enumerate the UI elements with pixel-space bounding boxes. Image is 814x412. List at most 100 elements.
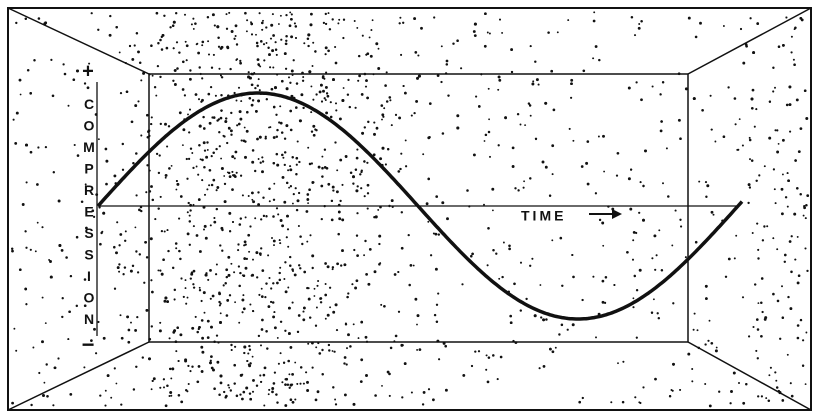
particle xyxy=(194,93,198,96)
particle xyxy=(167,125,171,128)
particle xyxy=(162,258,165,262)
particle xyxy=(319,297,323,300)
particle xyxy=(248,392,252,395)
particle xyxy=(560,323,564,327)
particle xyxy=(668,395,672,398)
particle xyxy=(73,143,76,147)
particle xyxy=(215,189,218,192)
particle xyxy=(153,85,157,89)
particle xyxy=(748,186,752,189)
particle xyxy=(556,31,559,34)
particle xyxy=(495,252,498,255)
particle xyxy=(289,128,293,132)
particle xyxy=(550,69,554,73)
particle xyxy=(598,58,601,62)
particle xyxy=(273,326,277,330)
particle xyxy=(198,124,202,128)
particle xyxy=(241,298,245,302)
particle xyxy=(357,54,361,58)
particle xyxy=(185,44,189,48)
particle xyxy=(307,287,310,290)
particle xyxy=(234,24,238,28)
particle xyxy=(251,390,255,393)
particle xyxy=(123,266,127,269)
particle xyxy=(400,211,404,214)
particle xyxy=(157,42,160,45)
particle xyxy=(127,340,131,344)
particle xyxy=(128,44,132,48)
particle xyxy=(18,268,22,272)
particle xyxy=(236,124,239,127)
particle xyxy=(283,137,287,140)
particle xyxy=(311,181,315,184)
particle xyxy=(15,349,18,352)
particle xyxy=(774,129,777,132)
particle xyxy=(239,271,242,275)
particle xyxy=(330,218,334,222)
particle xyxy=(483,203,485,206)
particle xyxy=(434,267,438,271)
particle xyxy=(203,228,205,231)
particle xyxy=(473,22,477,26)
particle xyxy=(347,292,350,295)
particle xyxy=(25,246,28,249)
particle xyxy=(414,51,418,54)
particle xyxy=(218,131,221,134)
particle xyxy=(257,334,261,338)
particle xyxy=(120,403,123,406)
particle xyxy=(122,273,125,276)
particle xyxy=(250,83,254,87)
particle xyxy=(138,208,141,212)
particle xyxy=(184,359,188,363)
particle xyxy=(264,137,267,140)
particle xyxy=(634,396,637,399)
particle xyxy=(704,181,708,184)
particle xyxy=(279,352,282,355)
particle xyxy=(488,155,492,158)
particle xyxy=(258,89,261,92)
particle xyxy=(159,321,162,324)
particle xyxy=(126,315,129,319)
particle xyxy=(238,284,241,288)
particle xyxy=(203,311,206,314)
particle xyxy=(338,18,341,21)
particle xyxy=(365,79,368,82)
particle xyxy=(254,169,257,173)
particle xyxy=(483,140,486,142)
particle xyxy=(254,217,257,220)
particle xyxy=(151,198,155,202)
particle xyxy=(146,164,149,167)
particle xyxy=(361,131,365,135)
particle xyxy=(106,374,110,378)
particle xyxy=(662,182,664,185)
particle xyxy=(49,260,52,263)
particle xyxy=(202,115,205,119)
particle xyxy=(511,146,515,150)
particle xyxy=(113,245,116,249)
particle xyxy=(312,98,315,101)
particle xyxy=(793,212,797,216)
particle xyxy=(307,342,310,345)
particle xyxy=(794,258,797,261)
particle xyxy=(394,334,398,338)
particle xyxy=(529,114,532,117)
particle xyxy=(412,264,415,267)
particle xyxy=(281,175,285,179)
particle xyxy=(483,44,487,48)
particle xyxy=(756,328,760,331)
particle xyxy=(185,302,188,305)
particle xyxy=(275,113,278,116)
particle xyxy=(179,333,183,337)
particle xyxy=(162,378,165,381)
particle xyxy=(261,318,264,322)
particle xyxy=(289,109,293,113)
particle xyxy=(314,50,317,53)
particle xyxy=(519,261,523,264)
particle xyxy=(597,135,600,138)
particle xyxy=(386,370,390,374)
particle xyxy=(244,216,247,219)
particle xyxy=(803,206,806,210)
particle xyxy=(805,204,808,207)
particle xyxy=(180,400,184,404)
particle xyxy=(425,202,429,206)
